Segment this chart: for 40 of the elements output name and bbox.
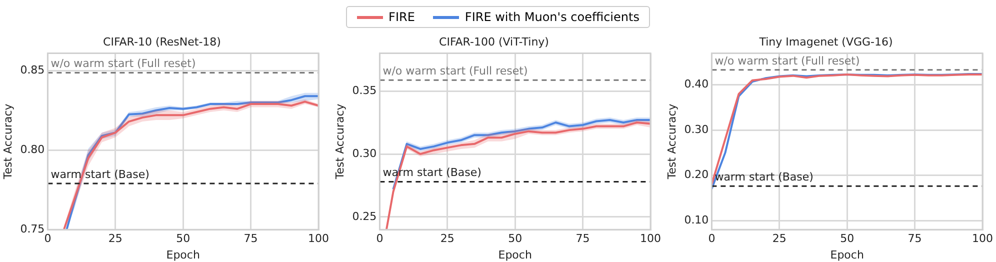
y-tick-label: 0.35 <box>352 84 377 97</box>
y-tick-label: 0.40 <box>684 78 709 91</box>
x-tick-label: 50 <box>840 232 854 246</box>
y-tick-label: 0.30 <box>352 146 377 160</box>
x-tick-label: 75 <box>244 232 258 246</box>
x-axis-title: Epoch <box>166 248 200 262</box>
y-tick-label: 0.10 <box>684 213 709 226</box>
x-tick-label: 25 <box>772 232 786 246</box>
y-tick-label: 0.30 <box>684 122 709 136</box>
x-tick-label: 50 <box>176 232 190 246</box>
x-tick-label: 75 <box>576 232 590 246</box>
y-axis-title: Test Accuracy <box>1 103 14 180</box>
ref-line-label: warm start (Base) <box>50 168 150 181</box>
x-axis-title: Epoch <box>830 248 864 262</box>
legend-label: FIRE with Muon's coefficients <box>464 10 640 24</box>
x-tick-label: 100 <box>972 232 993 246</box>
x-tick-label: 75 <box>908 232 922 246</box>
y-tick-label: 0.80 <box>20 143 45 156</box>
chart-title: CIFAR-10 (ResNet-18) <box>103 35 221 48</box>
y-tick-label: 0.75 <box>20 222 45 236</box>
y-tick-label: 0.20 <box>684 168 709 182</box>
ref-line-label: w/o warm start (Full reset) <box>714 54 860 68</box>
y-tick-label: 0.25 <box>352 210 377 223</box>
ref-line-label: w/o warm start (Full reset) <box>382 64 528 78</box>
y-axis-title: Test Accuracy <box>665 103 678 180</box>
y-tick-label: 0.85 <box>20 64 45 77</box>
x-tick-label: 0 <box>376 232 384 246</box>
ref-line-label: w/o warm start (Full reset) <box>50 57 196 70</box>
x-tick-label: 0 <box>708 232 716 246</box>
legend-label: FIRE <box>388 10 415 24</box>
x-tick-label: 100 <box>308 232 329 246</box>
x-tick-label: 50 <box>508 232 522 246</box>
chart-title: Tiny Imagenet (VGG-16) <box>758 35 893 48</box>
chart-title: CIFAR-100 (ViT-Tiny) <box>439 35 549 48</box>
x-tick-label: 100 <box>640 232 661 246</box>
x-tick-label: 25 <box>108 232 122 246</box>
x-tick-label: 25 <box>440 232 454 246</box>
x-axis-title: Epoch <box>498 248 532 262</box>
x-tick-label: 0 <box>44 232 52 246</box>
y-axis-title: Test Accuracy <box>333 103 346 180</box>
